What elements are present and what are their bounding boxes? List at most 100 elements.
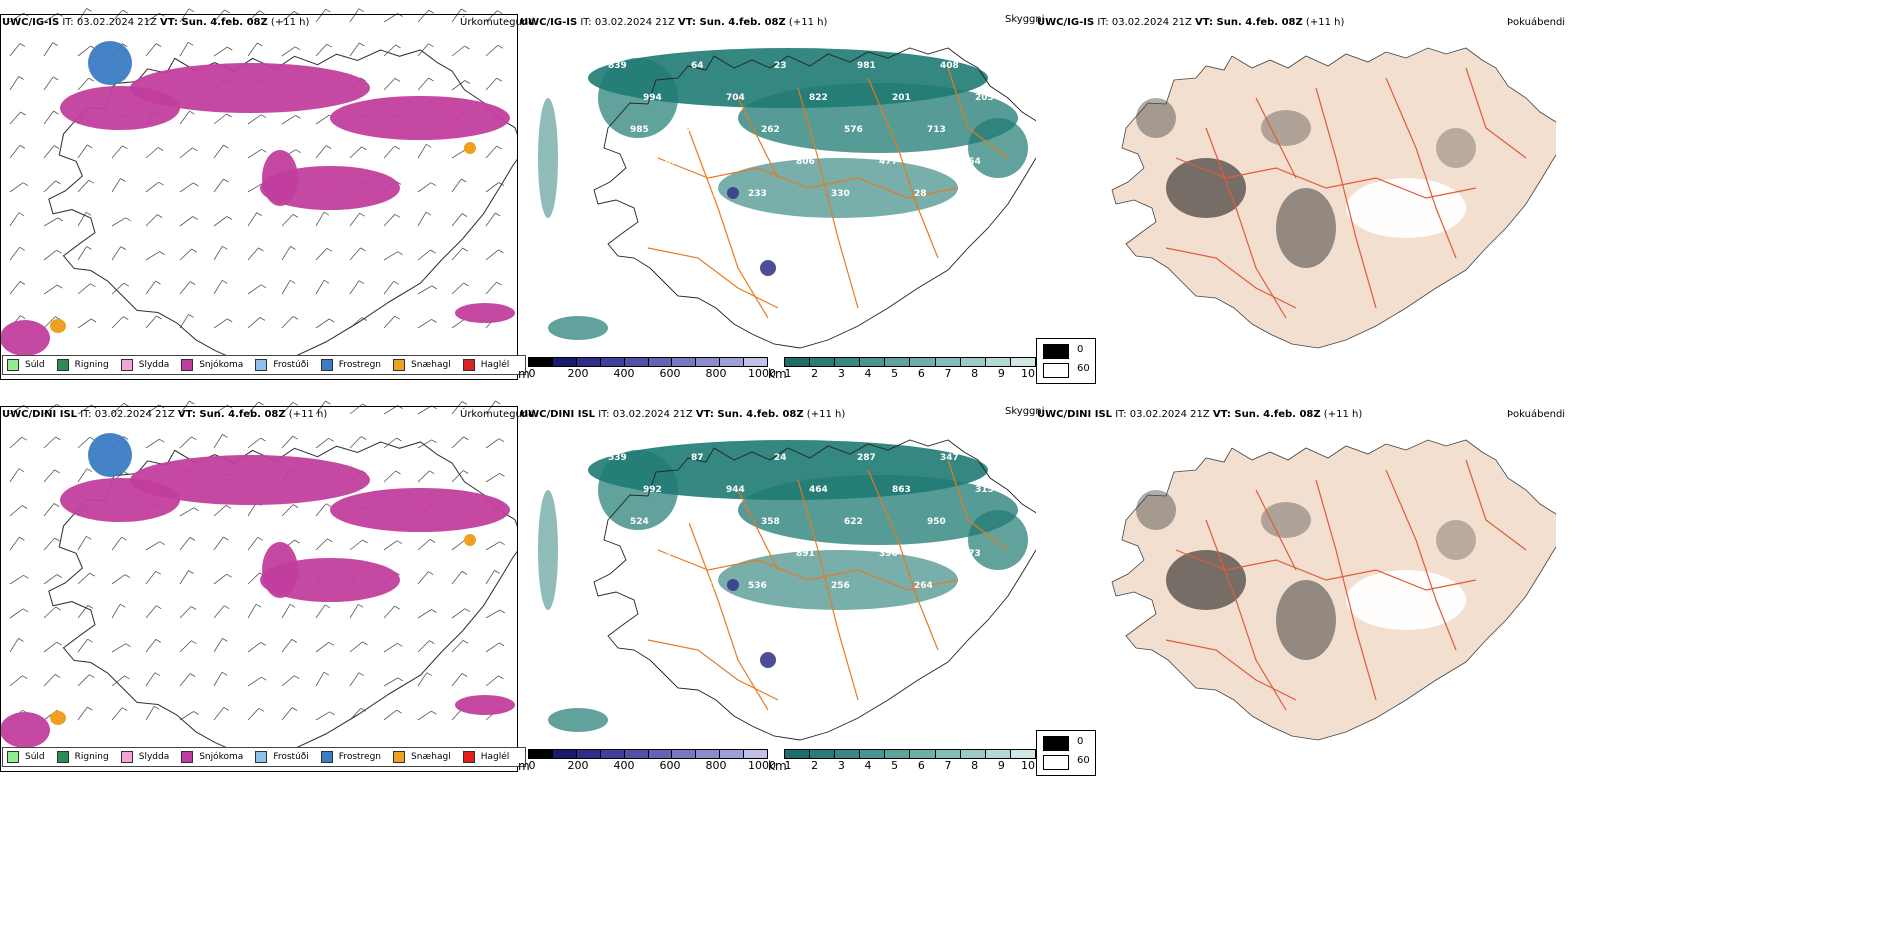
legend-label: Slydda <box>138 360 170 370</box>
visibility-value-label: 262 <box>761 125 780 135</box>
legend-item: Rigning <box>56 359 109 371</box>
legend-label: Rigning <box>74 360 109 370</box>
visibility-value-label: 839 <box>608 61 627 71</box>
fog-indicator-key: 0 60 <box>1036 338 1096 384</box>
legend-swatch <box>393 359 406 371</box>
legend-swatch <box>120 751 133 763</box>
colorbar-tick: 200 <box>567 367 589 380</box>
legend-item: Snjókoma <box>181 751 243 763</box>
fog-indicator-panel <box>1036 8 1556 380</box>
valid-time: VT: Sun. 4.feb. 08Z <box>177 409 286 420</box>
visibility-panel-type-label: Skyggni <box>1005 14 1045 25</box>
visibility-colorbar: km 1 2 3 4 5 6 7 8 9 10 <box>768 357 1036 387</box>
legend-label: Rigning <box>74 752 109 762</box>
visibility-colorbar: km 1 2 3 4 5 6 7 8 9 10 <box>768 749 1036 779</box>
panel-run-title: UWC/DINI ISL IT: 03.02.2024 21Z VT: Sun.… <box>520 409 846 420</box>
visibility-value-label: 287 <box>857 453 876 463</box>
legend-swatch <box>255 751 268 763</box>
colorbar-tick: 7 <box>944 759 952 772</box>
colorbar-tick: 1 <box>784 759 792 772</box>
visibility-value-label: 396 <box>879 549 898 559</box>
colorbar-tick: 200 <box>567 759 589 772</box>
visibility-value-label: 806 <box>796 157 815 167</box>
visibility-value-label: 264 <box>914 581 933 591</box>
visibility-value-label: 944 <box>726 485 745 495</box>
visibility-value-label: 876 <box>617 581 636 591</box>
visibility-value-label: 985 <box>630 125 649 135</box>
visibility-value-label: 355 <box>678 517 697 527</box>
precip-type-map <box>0 400 518 772</box>
precip-type-legend: Súld Rigning Slydda Snjókoma Frostúði Frostre… <box>2 355 527 375</box>
precip-panel-frame <box>0 406 518 772</box>
visibility-value-label: 891 <box>796 549 815 559</box>
colorbar-tick: 4 <box>864 759 872 772</box>
visibility-value-label: 576 <box>844 125 863 135</box>
fog-key-swatch-high <box>1043 344 1069 359</box>
visibility-value-label: 18 <box>783 613 796 623</box>
visibility-value-label: 221 <box>700 581 719 591</box>
legend-swatch <box>462 359 475 371</box>
visibility-value-label: 409 <box>678 125 697 135</box>
visibility-value-label: 822 <box>866 221 885 231</box>
legend-item: Snjókoma <box>181 359 243 371</box>
valid-time: VT: Sun. 4.feb. 08Z <box>1195 17 1303 28</box>
colorbar-tick: 3 <box>837 367 845 380</box>
visibility-value-label: 402 <box>617 189 636 199</box>
fog-key-swatch-low <box>1043 363 1069 378</box>
visibility-value-label: 64 <box>691 61 704 71</box>
legend-label: Frostúði <box>273 360 309 370</box>
colorbar-tick: 4 <box>864 367 872 380</box>
visibility-value-label: 863 <box>892 485 911 495</box>
legend-label: Haglél <box>480 752 510 762</box>
colorbar-unit: m <box>518 367 530 381</box>
fog-key-label-high: 0 <box>1077 736 1084 747</box>
visibility-value-label: 994 <box>643 93 662 103</box>
legend-swatch <box>7 751 19 763</box>
colorbar-tick: 800 <box>705 759 727 772</box>
visibility-value-label: 524 <box>630 517 649 527</box>
visibility-value-label: 981 <box>857 61 876 71</box>
fog-indicator-panel <box>1036 400 1556 772</box>
panel-run-title: UWC/IG-IS IT: 03.02.2024 21Z VT: Sun. 4.… <box>520 17 828 28</box>
colorbar-tick: 600 <box>659 367 681 380</box>
colorbar-unit: km <box>768 367 787 381</box>
legend-item: Frostúði <box>255 751 309 763</box>
visibility-value-label: 330 <box>831 189 850 199</box>
visibility-value-label: 477 <box>879 157 898 167</box>
legend-item: Haglél <box>462 751 510 763</box>
visibility-panel-type-label: Skyggni <box>1005 406 1045 417</box>
visibility-value-label: 256 <box>831 581 850 591</box>
legend-swatch <box>320 751 333 763</box>
colorbar-tick: 7 <box>944 367 952 380</box>
legend-swatch <box>320 359 333 371</box>
visibility-value-label: 943 <box>713 549 732 559</box>
visibility-value-label: 104 <box>949 613 968 623</box>
colorbar-tick: 1 <box>784 367 792 380</box>
legend-swatch <box>56 751 69 763</box>
colorbar-tick: 8 <box>971 367 979 380</box>
legend-label: Frostregn <box>338 752 382 762</box>
colorbar-tick: 6 <box>917 367 925 380</box>
legend-label: Frostregn <box>338 360 382 370</box>
fog-key-label-high: 0 <box>1077 344 1084 355</box>
cloud-base-colorbar: m 0 200 400 600 800 1000 <box>518 357 776 387</box>
visibility-value-label: 315 <box>975 485 994 495</box>
visibility-value-label: 539 <box>608 453 627 463</box>
precip-type-legend: Súld Rigning Slydda Snjókoma Frostúði Frostre… <box>2 747 527 767</box>
colorbar-tick: 8 <box>971 759 979 772</box>
visibility-value-label: 233 <box>748 189 767 199</box>
valid-time: VT: Sun. 4.feb. 08Z <box>695 409 804 420</box>
legend-swatch <box>7 359 19 371</box>
legend-swatch <box>462 751 475 763</box>
valid-time: VT: Sun. 4.feb. 08Z <box>678 17 786 28</box>
valid-time: VT: Sun. 4.feb. 08Z <box>1212 409 1321 420</box>
visibility-value-label: 87 <box>691 453 704 463</box>
colorbar-tick: 600 <box>659 759 681 772</box>
legend-label: Snæhagl <box>411 752 451 762</box>
legend-swatch <box>255 359 268 371</box>
colorbar-tick: 2 <box>811 759 819 772</box>
legend-item: Snæhagl <box>393 751 451 763</box>
legend-swatch <box>120 359 133 371</box>
